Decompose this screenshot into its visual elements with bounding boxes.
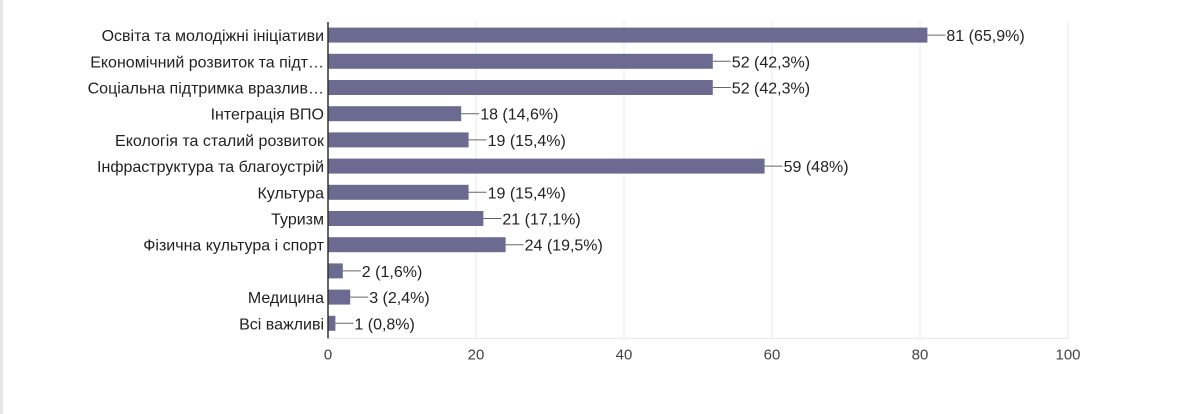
x-tick-label: 80: [912, 346, 929, 363]
data-label: 2 (1,6%): [362, 264, 422, 281]
data-label: 18 (14,6%): [480, 107, 558, 124]
category-label: Медицина: [248, 290, 324, 307]
bar-chart: 0 20 40 60 80 100 Освіта та молодіжні ініціати…: [88, 22, 1081, 363]
data-label: 19 (15,4%): [488, 185, 566, 202]
category-label: Туризм: [271, 212, 324, 229]
x-tick-label: 100: [1055, 346, 1080, 363]
data-label: 1 (0,8%): [354, 316, 414, 333]
x-tick-label: 40: [616, 346, 633, 363]
data-label: 81 (65,9%): [946, 28, 1024, 45]
category-label: Інтеграція ВПО: [211, 107, 324, 124]
bar[interactable]: [328, 53, 713, 69]
data-label: 3 (2,4%): [369, 290, 429, 307]
x-tick-label: 60: [764, 346, 781, 363]
category-label: Екологія та сталий розвиток: [115, 133, 325, 150]
category-label: Фізична культура і спорт: [143, 238, 324, 255]
data-label: 21 (17,1%): [502, 212, 580, 229]
category-label: Всі важливі: [239, 316, 324, 333]
x-tick-label: 20: [468, 346, 485, 363]
data-label: 52 (42,3%): [732, 54, 810, 71]
data-label: 19 (15,4%): [488, 133, 566, 150]
data-label: 59 (48%): [784, 159, 849, 176]
category-label: Соціальна підтримка вразлив…: [88, 81, 324, 98]
category-label: Культура: [257, 185, 324, 202]
bar[interactable]: [328, 106, 462, 122]
bar[interactable]: [328, 27, 928, 43]
data-label: 52 (42,3%): [732, 81, 810, 98]
category-label: Інфраструктура та благоустрій: [97, 159, 324, 176]
bar[interactable]: [328, 289, 351, 305]
bar[interactable]: [328, 263, 343, 279]
data-label: 24 (19,5%): [525, 238, 603, 255]
bar[interactable]: [328, 132, 469, 148]
bar[interactable]: [328, 184, 469, 200]
bar[interactable]: [328, 211, 484, 226]
bar[interactable]: [328, 80, 713, 95]
bar[interactable]: [328, 237, 506, 253]
x-tick-label: 0: [324, 346, 332, 363]
category-label: Економічний розвиток та підт…: [90, 54, 324, 71]
category-label: Освіта та молодіжні ініціативи: [102, 28, 324, 45]
bar[interactable]: [328, 158, 765, 174]
bar[interactable]: [328, 315, 336, 331]
